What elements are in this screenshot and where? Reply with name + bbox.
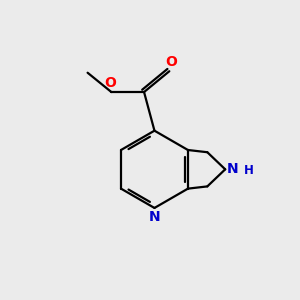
Text: O: O [104, 76, 116, 90]
Text: N: N [227, 162, 238, 176]
Text: O: O [165, 55, 177, 69]
Text: N: N [148, 210, 160, 224]
Text: H: H [244, 164, 254, 177]
